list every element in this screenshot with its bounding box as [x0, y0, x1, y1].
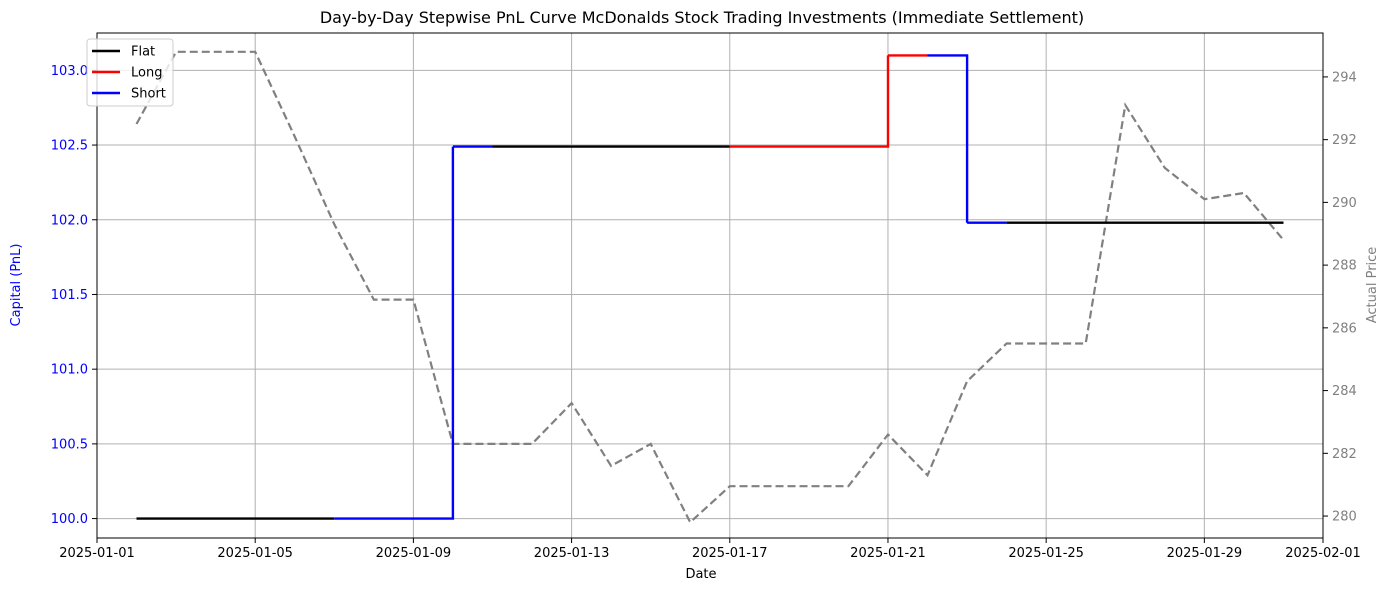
left-tick-label: 101.0 [51, 363, 88, 378]
right-axis-ticks: 280 282 284 286 288 290 292 294 [1323, 70, 1357, 525]
legend-box [86, 38, 174, 107]
left-tick-label: 100.0 [51, 512, 88, 527]
capital-segment-long [729, 55, 890, 148]
left-tick-label: 102.0 [51, 213, 88, 228]
left-axis-ticks: 100.0 100.5 101.0 101.5 102.0 102.5 103.0 [51, 64, 97, 527]
left-tick-label: 102.5 [51, 139, 88, 154]
price-series [135, 50, 1285, 525]
chart-title: Day-by-Day Stepwise PnL Curve McDonalds … [320, 8, 1084, 27]
right-tick-label: 292 [1332, 133, 1357, 148]
plot-frame [96, 32, 1324, 539]
legend-label-flat: Flat [131, 45, 155, 60]
x-tick-label: 2025-01-09 [376, 546, 452, 561]
x-tick-label: 2025-01-13 [534, 546, 610, 561]
x-tick-label: 2025-01-01 [59, 546, 135, 561]
capital-series [136, 54, 1284, 520]
capital-segment-short [334, 146, 455, 520]
x-tick-label: 2025-01-05 [217, 546, 293, 561]
legend: Flat Long Short [86, 38, 174, 107]
right-tick-label: 294 [1332, 70, 1357, 85]
x-tick-label: 2025-01-25 [1008, 546, 1084, 561]
right-tick-label: 284 [1332, 384, 1357, 399]
right-tick-label: 290 [1332, 196, 1357, 211]
right-tick-label: 282 [1332, 447, 1357, 462]
right-tick-label: 286 [1332, 321, 1357, 336]
x-tick-label: 2025-01-17 [692, 546, 768, 561]
x-axis-label: Date [685, 567, 716, 582]
legend-label-long: Long [131, 66, 162, 81]
left-tick-label: 101.5 [51, 288, 88, 303]
capital-segment-short [927, 54, 969, 223]
x-tick-label: 2025-01-21 [850, 546, 926, 561]
left-axis-label: Capital (PnL) [9, 244, 24, 327]
legend-label-short: Short [131, 87, 166, 102]
right-tick-label: 280 [1332, 510, 1357, 525]
x-tick-label: 2025-01-29 [1167, 546, 1243, 561]
right-tick-label: 288 [1332, 259, 1357, 274]
left-tick-label: 100.5 [51, 437, 88, 452]
left-tick-label: 103.0 [51, 64, 88, 79]
price-line [135, 50, 1285, 525]
x-axis-ticks: 2025-01-01 2025-01-05 2025-01-09 2025-01-13… [59, 538, 1361, 561]
x-tick-label: 2025-02-01 [1285, 546, 1361, 561]
right-axis-label: Actual Price [1365, 247, 1380, 324]
